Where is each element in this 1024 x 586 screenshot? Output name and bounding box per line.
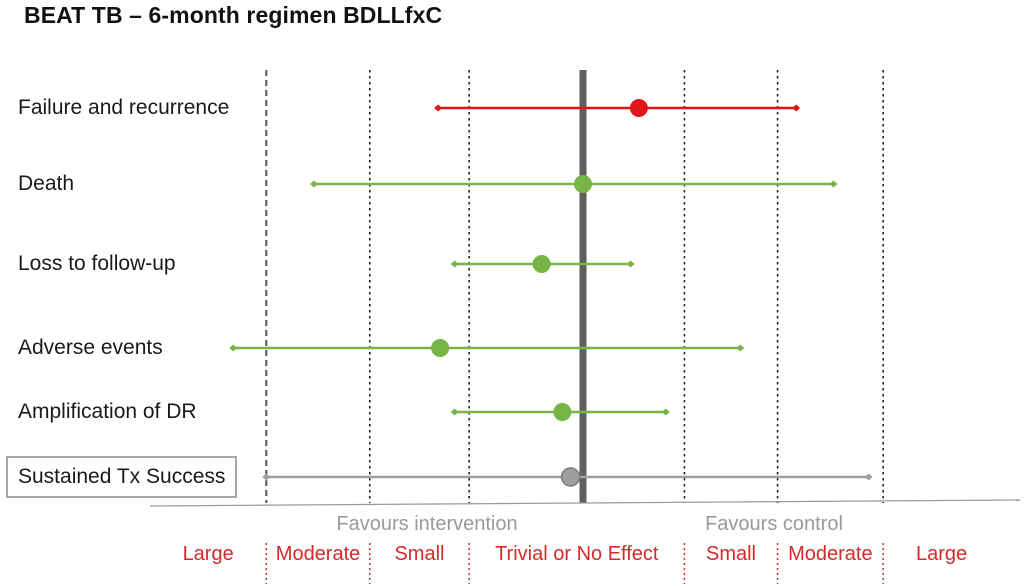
axis-baseline bbox=[149, 499, 1021, 507]
row-label: Amplification of DR bbox=[18, 400, 197, 423]
effect-band-label: Large bbox=[182, 543, 234, 565]
ci-end-marker bbox=[829, 180, 838, 188]
row-1 bbox=[434, 99, 801, 117]
x-axis bbox=[149, 499, 1021, 507]
ci-end-marker bbox=[309, 180, 318, 188]
row-2 bbox=[309, 175, 838, 193]
row-label: Loss to follow-up bbox=[18, 252, 176, 275]
ci-end-marker bbox=[450, 408, 459, 416]
threshold-lines bbox=[265, 70, 884, 503]
ci-end-marker bbox=[229, 344, 238, 352]
row-label: Death bbox=[18, 172, 75, 195]
favours-control-label: Favours control bbox=[705, 513, 843, 535]
effect-band-label: Large bbox=[915, 543, 968, 565]
row-label: Failure and recurrence bbox=[18, 96, 230, 119]
effect-band-label: Small bbox=[705, 543, 757, 565]
row-3 bbox=[450, 255, 635, 273]
effect-band-label: Moderate bbox=[788, 543, 873, 565]
point-estimate bbox=[553, 403, 572, 421]
point-estimate bbox=[532, 255, 551, 273]
ci-end-marker bbox=[661, 408, 670, 416]
chart-title: BEAT TB – 6-month regimen BDLLfxC bbox=[24, 2, 443, 28]
ci-end-marker bbox=[792, 104, 801, 112]
point-estimate bbox=[629, 99, 648, 117]
point-estimate bbox=[560, 467, 581, 487]
band-separators bbox=[265, 543, 884, 584]
point-estimate bbox=[431, 339, 450, 357]
effect-band-label: Trivial or No Effect bbox=[495, 543, 659, 565]
row-5 bbox=[450, 403, 670, 421]
ci-end-marker bbox=[626, 260, 635, 268]
point-estimate bbox=[574, 175, 592, 193]
ci-end-marker bbox=[450, 260, 459, 268]
row-label: Sustained Tx Success bbox=[6, 456, 238, 498]
ci-end-marker bbox=[864, 473, 873, 481]
row-6 bbox=[262, 467, 873, 487]
effect-band-label: Moderate bbox=[275, 543, 361, 565]
row-4 bbox=[229, 339, 745, 357]
ci-end-marker bbox=[736, 344, 745, 352]
favours-intervention-label: Favours intervention bbox=[336, 513, 518, 535]
ci-end-marker bbox=[434, 104, 443, 112]
estimate-rows bbox=[229, 99, 873, 487]
row-label: Adverse events bbox=[18, 336, 163, 359]
effect-band-label: Small bbox=[394, 543, 445, 565]
ci-end-marker bbox=[262, 473, 271, 481]
